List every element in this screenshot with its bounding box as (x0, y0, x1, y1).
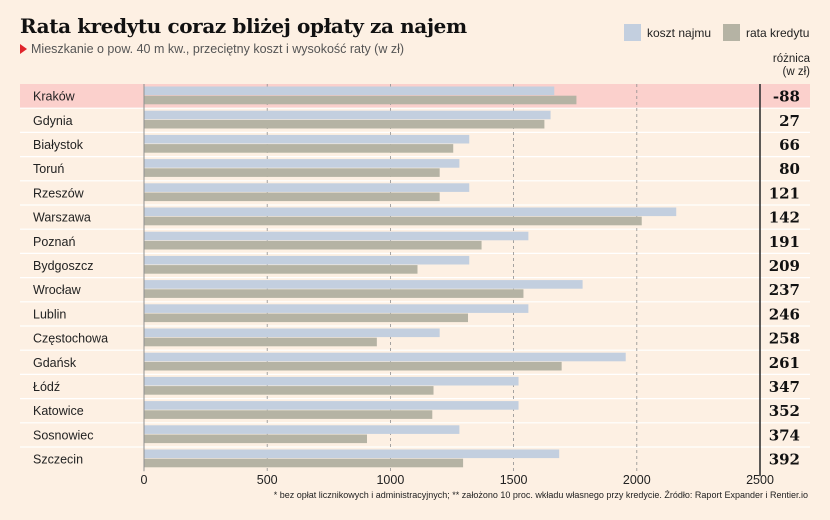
bar-rent (144, 207, 677, 217)
difference-value: 237 (769, 281, 800, 299)
category-label: Warszawa (33, 211, 91, 225)
category-label: Łódź (33, 380, 60, 394)
category-label: Gdynia (33, 114, 73, 128)
category-label: Gdańsk (33, 356, 77, 370)
category-label: Wrocław (33, 283, 82, 297)
difference-value: 258 (769, 330, 800, 348)
bar-rent (144, 183, 470, 192)
bar-loan (144, 144, 454, 153)
bar-loan (144, 168, 440, 177)
bar-rent (144, 280, 583, 289)
difference-value: 246 (769, 305, 800, 323)
difference-value: 80 (779, 160, 800, 178)
x-tick-label: 2500 (746, 473, 774, 487)
bar-rent (144, 159, 460, 168)
bar-loan (144, 410, 433, 419)
difference-value: 142 (769, 209, 800, 227)
category-label: Toruń (33, 162, 64, 176)
difference-value: 392 (769, 451, 800, 469)
category-label: Bydgoszcz (33, 259, 93, 273)
legend-item-loan: rata kredytu (723, 24, 809, 41)
bar-loan (144, 289, 524, 298)
bar-rent (144, 449, 560, 459)
chart-subtitle: Mieszkanie o pow. 40 m kw., przeciętny k… (20, 42, 404, 56)
difference-value: 352 (769, 402, 800, 420)
chart-title: Rata kredytu coraz bliżej opłaty za naje… (20, 14, 467, 38)
bar-rent (144, 255, 470, 265)
difference-value: 209 (769, 257, 800, 275)
difference-value: 347 (769, 378, 800, 396)
difference-header-line1: różnica (772, 53, 810, 65)
bar-rent (144, 352, 626, 362)
legend-label-loan: rata kredytu (746, 26, 810, 40)
bar-loan (144, 386, 434, 395)
bar-loan (144, 216, 642, 226)
legend-label-rent: koszt najmu (647, 26, 712, 40)
bar-loan (144, 240, 482, 250)
bar-rent (144, 304, 529, 313)
bar-loan (144, 337, 377, 347)
x-tick-label: 0 (141, 473, 148, 487)
x-tick-label: 1000 (376, 473, 404, 487)
category-label: Kraków (33, 90, 76, 104)
category-label: Białystok (33, 138, 84, 152)
difference-header-line2: (w zł) (782, 66, 810, 78)
category-label: Katowice (33, 404, 84, 418)
legend-swatch-rent (624, 24, 641, 41)
difference-value: 121 (769, 184, 800, 202)
category-label: Sosnowiec (33, 428, 93, 442)
bar-rent (144, 425, 460, 434)
bar-loan (144, 361, 562, 371)
bar-loan (144, 434, 367, 444)
bar-rent (144, 134, 470, 144)
bar-rent (144, 401, 519, 410)
legend-swatch-loan (723, 24, 740, 41)
subtitle-text: Mieszkanie o pow. 40 m kw., przeciętny k… (31, 42, 405, 56)
x-tick-label: 1500 (500, 473, 528, 487)
x-tick-label: 500 (257, 473, 278, 487)
category-label: Częstochowa (33, 332, 108, 346)
category-label: Lublin (33, 307, 66, 321)
bar-loan (144, 265, 418, 274)
red-triangle-icon (20, 44, 27, 54)
difference-value: 27 (779, 112, 800, 130)
difference-value: 66 (779, 136, 800, 154)
category-label: Poznań (33, 235, 75, 249)
category-label: Rzeszów (33, 186, 85, 200)
difference-value: 261 (769, 354, 800, 372)
legend-item-rent: koszt najmu (624, 24, 711, 41)
difference-value: 191 (769, 233, 800, 251)
bar-loan (144, 119, 545, 129)
bar-rent (144, 231, 529, 241)
bar-rent (144, 328, 440, 338)
bar-loan (144, 313, 469, 323)
difference-header: różnica (w zł) (740, 53, 810, 79)
bar-loan (144, 192, 440, 202)
footnote: * bez opłat licznikowych i administracyj… (273, 490, 808, 500)
bar-rent (144, 86, 555, 96)
bar-loan (144, 95, 577, 105)
category-label: Szczecin (33, 453, 83, 467)
bar-rent (144, 110, 551, 120)
bar-loan (144, 458, 464, 468)
difference-value: -88 (773, 88, 800, 106)
x-tick-label: 2000 (623, 473, 651, 487)
difference-value: 374 (769, 426, 800, 444)
bar-rent (144, 376, 519, 386)
